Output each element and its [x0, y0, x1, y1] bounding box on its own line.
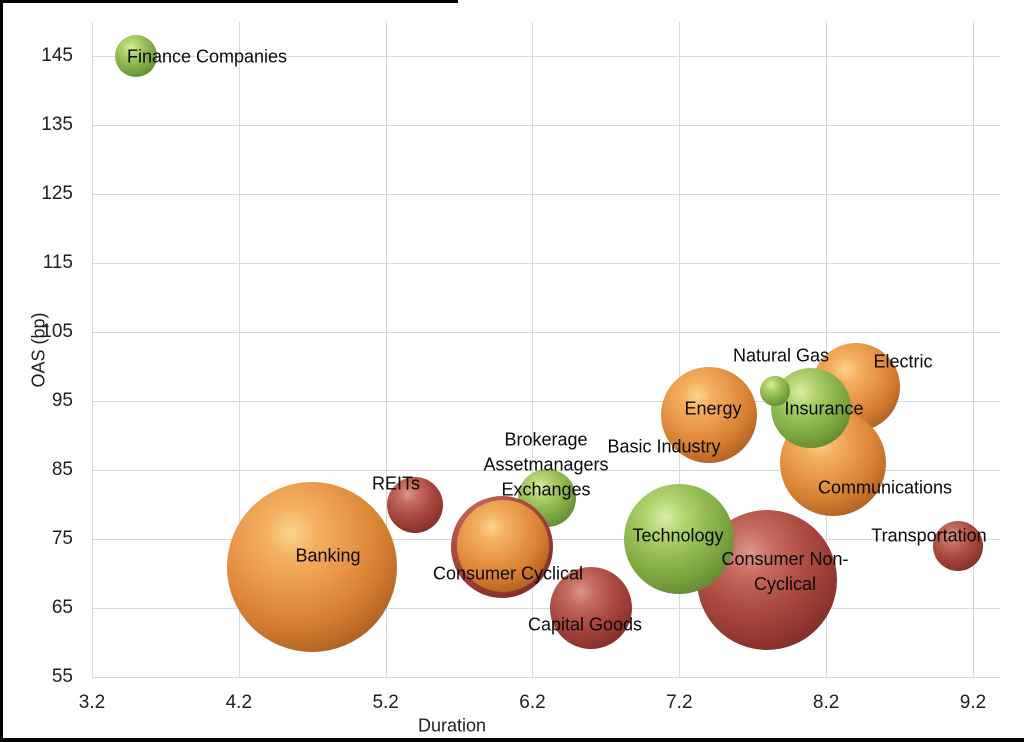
v-gridline	[92, 22, 93, 677]
y-axis-tick-label: 105	[41, 321, 73, 342]
y-axis-tick-label: 135	[41, 114, 73, 135]
bubble-technology[interactable]	[624, 484, 735, 594]
label-natural-gas: Natural Gas	[732, 345, 830, 366]
x-axis-tick-label: 8.2	[812, 692, 840, 713]
h-gridline	[92, 125, 1000, 126]
y-axis-tick-label: 95	[51, 390, 73, 411]
label-capital-goods: Capital Goods	[527, 614, 643, 635]
y-axis-tick-label: 65	[51, 597, 73, 618]
x-axis-tick-label: 4.2	[225, 692, 253, 713]
label-communications: Communications	[817, 477, 953, 498]
bubble-capital-goods[interactable]	[550, 567, 633, 649]
x-axis-tick-label: 6.2	[519, 692, 546, 713]
y-axis-tick-label: 55	[51, 666, 73, 687]
y-axis-tick-label: 75	[51, 528, 73, 549]
y-axis-tick-label: 125	[41, 183, 73, 204]
bubble-natural-gas[interactable]	[759, 375, 790, 406]
h-gridline	[92, 677, 1000, 678]
bubble-banking[interactable]	[227, 481, 398, 652]
h-gridline	[92, 608, 1000, 609]
bubble-consumer-cyclical[interactable]	[457, 499, 550, 592]
label-electric: Electric	[873, 351, 933, 372]
h-gridline	[92, 263, 1000, 264]
x-axis-tick-label: 3.2	[78, 692, 106, 713]
label-reits: REITs	[371, 473, 421, 494]
h-gridline	[92, 401, 1000, 402]
h-gridline	[92, 56, 1000, 57]
y-axis-tick-label: 85	[51, 459, 73, 480]
label-consumer-cyclical: Consumer Cyclical	[432, 563, 584, 584]
x-axis-tick-label: 7.2	[666, 692, 693, 713]
bubble-reits[interactable]	[387, 476, 444, 533]
label-energy: Energy	[684, 398, 742, 419]
v-gridline	[532, 22, 534, 677]
label-insurance: Insurance	[784, 398, 864, 419]
y-axis-tick-label: 115	[42, 252, 73, 273]
bubble-energy[interactable]	[660, 366, 757, 463]
bubble-transportation[interactable]	[933, 520, 984, 571]
label-consumer-non-cyclical: Consumer Non-Cyclical	[721, 549, 849, 594]
label-finance-companies: Finance Companies	[126, 46, 288, 67]
v-gridline	[238, 22, 240, 677]
h-gridline	[92, 332, 1000, 333]
v-gridline	[826, 22, 828, 677]
label-basic-industry: Basic Industry	[607, 436, 721, 457]
label-brokerage-assetmanagers-exchanges: Brokerage Assetmanagers Exchanges	[483, 429, 609, 500]
label-banking: Banking	[295, 545, 361, 566]
window-border-top	[0, 0, 458, 3]
label-technology: Technology	[632, 525, 724, 546]
label-transportation: Transportation	[871, 525, 987, 546]
v-gridline	[679, 22, 681, 677]
x-axis-title: Duration	[417, 715, 487, 736]
window-border-bottom	[0, 738, 1024, 742]
h-gridline	[92, 194, 1000, 195]
window-border-left	[0, 0, 3, 742]
v-gridline	[385, 22, 387, 677]
x-axis-tick-label: 9.2	[959, 692, 987, 713]
v-gridline	[972, 22, 974, 677]
y-axis-tick-label: 145	[41, 45, 73, 66]
bubble-finance-companies[interactable]	[115, 35, 158, 77]
x-axis-tick-label: 5.2	[372, 692, 399, 713]
